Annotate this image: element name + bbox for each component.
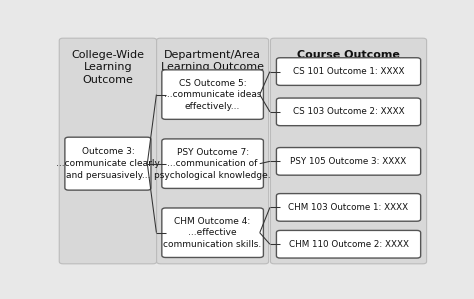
Text: CS Outcome 5:
...communicate ideas
effectively...: CS Outcome 5: ...communicate ideas effec… xyxy=(164,79,261,111)
FancyBboxPatch shape xyxy=(276,193,420,221)
Text: CHM 103 Outcome 1: XXXX: CHM 103 Outcome 1: XXXX xyxy=(289,203,409,212)
Text: Outcome 3:
...communicate clearly
and persuasively...: Outcome 3: ...communicate clearly and pe… xyxy=(56,147,160,180)
Text: CS 103 Outcome 2: XXXX: CS 103 Outcome 2: XXXX xyxy=(293,107,404,116)
Text: CHM Outcome 4:
...effective
communication skills.: CHM Outcome 4: ...effective communicatio… xyxy=(164,217,262,249)
Text: Department/Area
Learning Outcome: Department/Area Learning Outcome xyxy=(161,50,264,72)
FancyBboxPatch shape xyxy=(162,139,264,188)
FancyBboxPatch shape xyxy=(59,38,156,264)
Text: College-Wide
Learning
Outcome: College-Wide Learning Outcome xyxy=(72,50,145,85)
FancyBboxPatch shape xyxy=(156,38,269,264)
FancyBboxPatch shape xyxy=(162,70,264,119)
Text: Course Outcome: Course Outcome xyxy=(297,50,400,60)
Text: CHM 110 Outcome 2: XXXX: CHM 110 Outcome 2: XXXX xyxy=(289,240,409,249)
FancyBboxPatch shape xyxy=(276,58,420,86)
Text: CS 101 Outcome 1: XXXX: CS 101 Outcome 1: XXXX xyxy=(293,67,404,76)
Text: PSY 105 Outcome 3: XXXX: PSY 105 Outcome 3: XXXX xyxy=(291,157,407,166)
FancyBboxPatch shape xyxy=(276,98,420,126)
FancyBboxPatch shape xyxy=(162,208,264,257)
Text: PSY Outcome 7:
...communication of
psychological knowledge.: PSY Outcome 7: ...communication of psych… xyxy=(155,148,271,180)
FancyBboxPatch shape xyxy=(276,147,420,175)
FancyBboxPatch shape xyxy=(271,38,427,264)
FancyBboxPatch shape xyxy=(276,231,420,258)
FancyBboxPatch shape xyxy=(65,137,151,190)
